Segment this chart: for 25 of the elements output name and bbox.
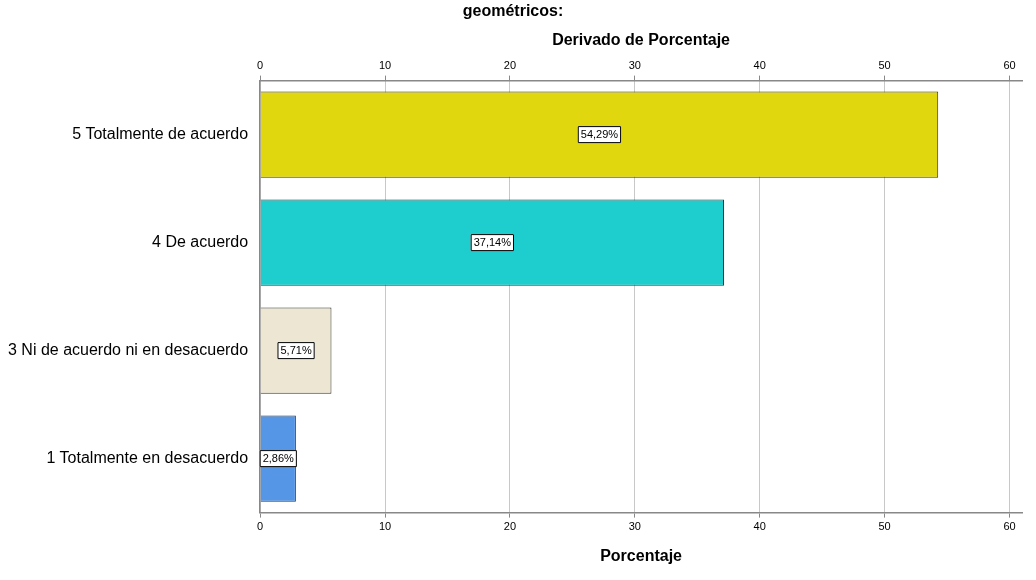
x-tick-label: 0	[257, 59, 264, 72]
x2-tick-label: 0	[257, 520, 264, 533]
x2-tick-label: 10	[378, 520, 392, 533]
x-axis-title: Porcentaje	[600, 546, 683, 564]
x-tick-label: 30	[628, 59, 641, 72]
y-tick-label: 1 Totalmente en desacuerdo	[46, 449, 249, 467]
data-label: 5,71%	[280, 344, 312, 357]
data-label: 54,29%	[580, 128, 619, 141]
x-tick-label: 50	[878, 59, 891, 72]
y-tick-label: 5 Totalmente de acuerdo	[72, 125, 249, 143]
x-tick-label: 10	[378, 59, 392, 72]
x-tick-label: 20	[503, 59, 517, 72]
x-tick-label: 40	[753, 59, 766, 72]
x2-tick-label: 60	[1003, 520, 1016, 533]
x2-tick-label: 20	[503, 520, 517, 533]
data-label: 2,86%	[262, 452, 295, 465]
x2-axis-title: Derivado de Porcentaje	[552, 31, 731, 49]
x2-tick-label: 40	[753, 520, 766, 533]
x2-tick-label: 50	[878, 520, 891, 533]
chart-title: geométricos:	[462, 2, 564, 20]
x2-tick-label: 30	[628, 520, 641, 533]
y-tick-label: 4 De acuerdo	[152, 233, 249, 251]
x-tick-label: 60	[1003, 59, 1016, 72]
data-label: 37,14%	[473, 236, 512, 249]
y-tick-label: 3 Ni de acuerdo ni en desacuerdo	[7, 341, 249, 359]
